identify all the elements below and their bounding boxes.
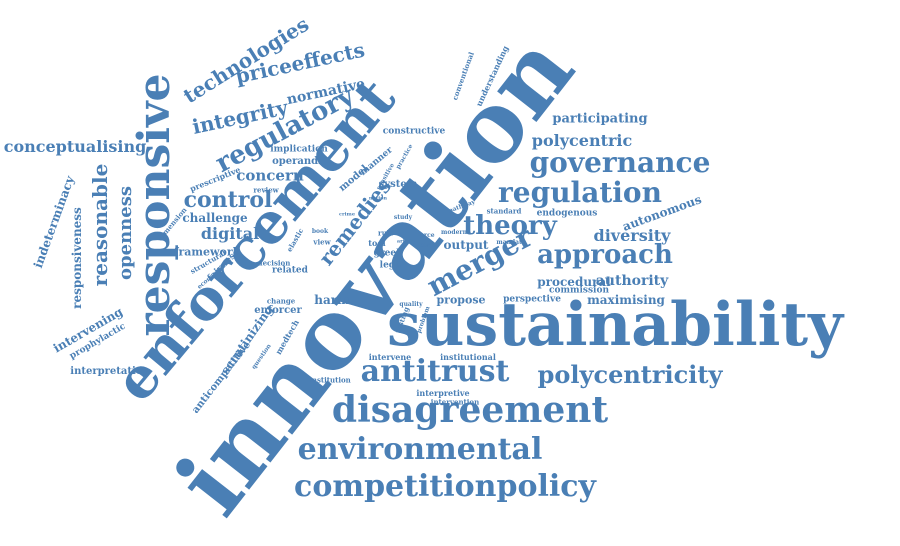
word-interpretation: interpretation (70, 366, 150, 377)
word-control: control (183, 187, 273, 213)
word-constructive: constructive (382, 126, 446, 137)
word-commission: commission (548, 285, 610, 296)
word-regulation: regulation (498, 176, 662, 209)
word-interpretive: interpretive (416, 388, 470, 398)
word-approach: approach (537, 240, 673, 270)
word-environmental: environmental (297, 432, 543, 467)
word-propose: propose (436, 293, 486, 307)
word-article: article (396, 238, 416, 245)
word-rule: rule (378, 228, 394, 238)
word-operandi: operandi (272, 156, 322, 167)
word-related: related (272, 265, 308, 276)
word-review: review (253, 185, 279, 195)
word-participating: participating (552, 111, 648, 127)
word-force: force (417, 232, 435, 239)
word-standard: standard (486, 206, 522, 216)
word-authority: authority (595, 273, 669, 289)
word-implication: implication (270, 144, 328, 155)
word-institutional: institutional (440, 352, 496, 362)
word-legal: legal (379, 260, 405, 271)
word-notion: notion (368, 195, 388, 202)
word-harm: harm (314, 293, 350, 307)
word-intervene: intervene (368, 352, 412, 362)
word-challenge: challenge (182, 211, 248, 225)
word-quality: quality (399, 301, 423, 308)
word-governance: governance (529, 146, 711, 179)
word-study: study (393, 214, 413, 221)
word-competitionpolicy: competitionpolicy (294, 469, 596, 504)
word-framework: framework (173, 245, 241, 259)
word-output: output (443, 238, 489, 252)
word-book: book (311, 228, 329, 235)
word-intervention: intervention (430, 397, 480, 407)
word-polycentricity: polycentricity (537, 360, 723, 389)
word-change: change (266, 296, 296, 306)
word-concern: concern (236, 166, 304, 185)
word-perspective: perspective (503, 294, 561, 305)
word-maximising: maximising (587, 293, 665, 307)
word-responsive: responsive (129, 73, 180, 337)
word-disagreement: disagreement (331, 389, 609, 431)
word-theory: theory (463, 211, 557, 241)
word-endogenous: endogenous (536, 208, 598, 219)
word-sustainability: sustainability (387, 290, 843, 360)
word-enforcer: enforcer (254, 305, 302, 316)
word-diversity: diversity (593, 226, 671, 245)
word-procedural: procedural (537, 275, 611, 289)
word-greek: greek (373, 248, 403, 259)
word-digital: digital (200, 224, 260, 243)
word-antitrust: antitrust (360, 354, 510, 389)
word-decision: decision (257, 258, 291, 268)
word-conceptualising: conceptualising (3, 137, 147, 156)
word-institution: institution (309, 375, 351, 385)
word-tool: tool (368, 238, 386, 248)
word-lesson: lesson (417, 242, 439, 249)
word-responsiveness: responsiveness (70, 207, 84, 309)
word-modern: modern (441, 229, 467, 236)
word-view: view (313, 237, 331, 247)
word-polycentric: polycentric (531, 131, 633, 150)
word-reasonable: reasonable (88, 163, 112, 287)
word-mandate: mandate (496, 239, 526, 246)
word-system: system (378, 179, 418, 190)
word-openness: openness (115, 186, 136, 280)
word-crime: crime (338, 211, 356, 218)
